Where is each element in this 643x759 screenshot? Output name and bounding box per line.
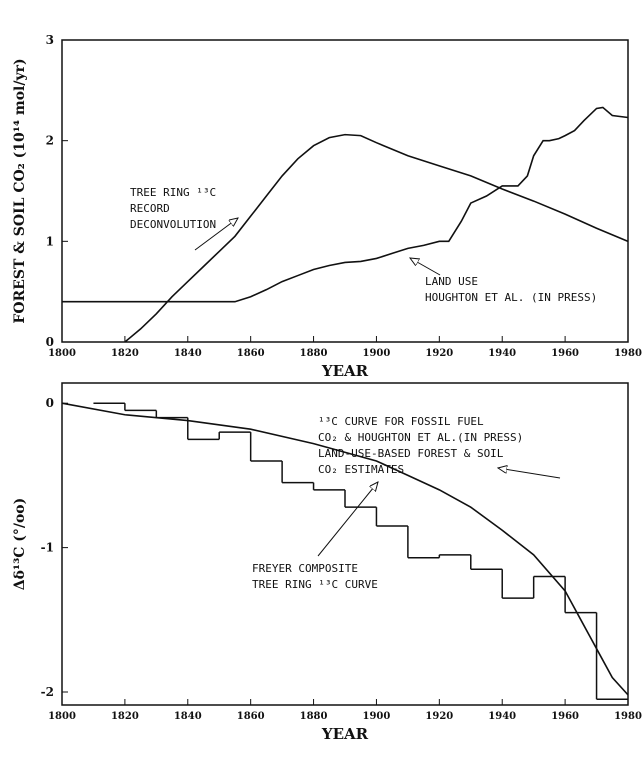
x-tick-label: 1800 xyxy=(48,711,76,722)
annotation: DECONVOLUTION xyxy=(130,218,216,231)
x-tick-label: 1860 xyxy=(237,711,265,722)
plot-frame xyxy=(61,382,629,706)
annotation: ¹³C CURVE FOR FOSSIL FUEL xyxy=(318,415,484,428)
y-axis-label: Δδ¹³C (°/oo) xyxy=(12,498,28,591)
x-tick-label: 1840 xyxy=(174,348,202,359)
annotation: RECORD xyxy=(130,202,170,215)
annotation: CO₂ ESTIMATES xyxy=(318,463,404,476)
x-tick-label: 1940 xyxy=(488,348,516,359)
annotation-arrow xyxy=(410,258,441,276)
x-tick-label: 1960 xyxy=(551,711,579,722)
x-tick-label: 1980 xyxy=(614,348,642,359)
y-tick-label: 3 xyxy=(46,33,54,47)
x-tick-label: 1860 xyxy=(237,348,265,359)
annotation: TREE RING ¹³C CURVE xyxy=(252,578,378,591)
annotation: HOUGHTON ET AL. (IN PRESS) xyxy=(425,291,597,304)
x-axis-label: YEAR xyxy=(321,362,369,380)
annotation: CO₂ & HOUGHTON ET AL.(IN PRESS) xyxy=(318,431,523,444)
annotation: LAND USE xyxy=(425,275,478,288)
x-tick-label: 1880 xyxy=(300,348,328,359)
x-tick-label: 1940 xyxy=(488,711,516,722)
annotation-arrow xyxy=(317,482,378,557)
x-tick-label: 1900 xyxy=(363,711,391,722)
y-tick-label: 0 xyxy=(46,335,54,349)
x-tick-label: 1820 xyxy=(111,711,139,722)
x-tick-label: 1960 xyxy=(551,348,579,359)
y-axis-label: FOREST & SOIL CO₂ (10¹⁴ mol/yr) xyxy=(12,58,28,323)
x-tick-label: 1840 xyxy=(174,711,202,722)
x-tick-label: 1820 xyxy=(111,348,139,359)
data-line xyxy=(61,402,629,696)
annotation-arrow xyxy=(194,218,238,251)
annotation-arrow xyxy=(498,468,561,479)
y-tick-label: 0 xyxy=(46,396,54,410)
y-tick-label: -1 xyxy=(41,541,54,555)
annotation: LAND-USE-BASED FOREST & SOIL xyxy=(318,447,504,460)
y-tick-label: -2 xyxy=(41,685,54,699)
x-tick-label: 1920 xyxy=(425,711,453,722)
data-line xyxy=(62,106,629,303)
x-tick-label: 1900 xyxy=(363,348,391,359)
x-axis-label: YEAR xyxy=(321,725,369,743)
annotation: FREYER COMPOSITE xyxy=(252,562,358,575)
y-tick-label: 2 xyxy=(46,134,54,148)
data-line xyxy=(124,133,629,343)
x-tick-label: 1980 xyxy=(614,711,642,722)
annotation: TREE RING ¹³C xyxy=(130,186,216,199)
x-tick-label: 1920 xyxy=(425,348,453,359)
y-tick-label: 1 xyxy=(46,234,54,248)
x-tick-label: 1880 xyxy=(300,711,328,722)
x-tick-label: 1800 xyxy=(48,348,76,359)
plot-frame xyxy=(61,39,629,343)
